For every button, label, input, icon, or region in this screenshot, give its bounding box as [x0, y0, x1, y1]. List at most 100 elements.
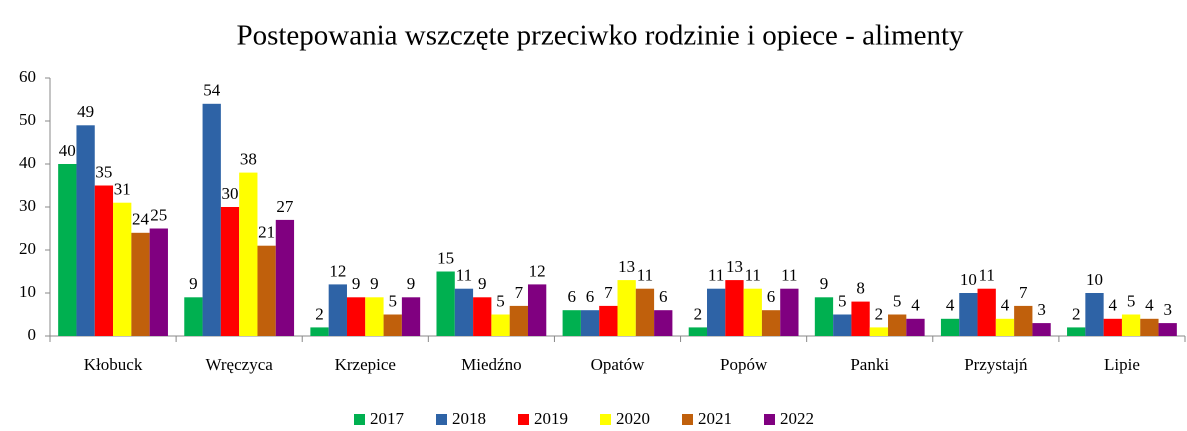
- bar: [780, 288, 799, 336]
- legend-label: 2021: [698, 409, 732, 428]
- data-label: 54: [203, 81, 221, 100]
- legend-label: 2018: [452, 409, 486, 428]
- legend-label: 2022: [780, 409, 814, 428]
- data-label: 40: [59, 141, 76, 160]
- bar: [617, 280, 636, 336]
- data-label: 4: [1001, 296, 1010, 315]
- x-tick-label: Opatów: [591, 355, 646, 374]
- data-label: 9: [370, 274, 379, 293]
- bar: [365, 297, 384, 336]
- data-label: 30: [222, 184, 239, 203]
- chart-title: Postepowania wszczęte przeciwko rodzinie…: [236, 20, 964, 52]
- bar: [1158, 323, 1177, 336]
- bar: [1121, 314, 1141, 336]
- bar: [527, 284, 547, 336]
- bar: [328, 284, 347, 336]
- bar: [346, 297, 366, 336]
- data-label: 15: [437, 248, 454, 267]
- x-tick-label: Popów: [720, 355, 768, 374]
- bar: [257, 245, 276, 336]
- bar: [562, 310, 581, 336]
- bar: [58, 164, 77, 336]
- x-tick-label: Lipie: [1104, 355, 1140, 374]
- legend-label: 2019: [534, 409, 568, 428]
- y-tick-label: 20: [19, 239, 36, 258]
- data-label: 11: [456, 266, 472, 285]
- bar: [743, 288, 762, 336]
- data-label: 38: [240, 150, 257, 169]
- data-label: 27: [276, 197, 294, 216]
- y-tick-label: 0: [28, 325, 37, 344]
- bar: [436, 271, 455, 336]
- y-tick-label: 40: [19, 153, 36, 172]
- data-label: 2: [694, 304, 703, 323]
- data-label: 13: [726, 257, 743, 276]
- data-label: 6: [659, 287, 668, 306]
- data-label: 21: [258, 223, 275, 242]
- bar: [473, 297, 492, 336]
- data-label: 6: [568, 287, 577, 306]
- data-label: 3: [1037, 300, 1046, 319]
- bar: [310, 327, 329, 336]
- y-tick-label: 30: [19, 196, 36, 215]
- legend-swatch: [764, 414, 775, 425]
- bar: [383, 314, 402, 336]
- bar: [725, 280, 744, 336]
- bar: [851, 301, 870, 336]
- legend-swatch: [436, 414, 447, 425]
- bar: [761, 310, 781, 336]
- y-tick-label: 50: [19, 110, 36, 129]
- x-tick-label: Panki: [850, 355, 889, 374]
- bar: [149, 228, 168, 336]
- data-label: 5: [838, 291, 847, 310]
- data-label: 6: [767, 287, 776, 306]
- data-label: 7: [604, 283, 613, 302]
- bar: [76, 125, 95, 336]
- data-label: 13: [618, 257, 635, 276]
- bar: [1032, 323, 1051, 336]
- bar: [869, 327, 889, 336]
- legend-swatch: [682, 414, 693, 425]
- bar: [454, 288, 474, 336]
- x-tick-label: Kłobuck: [84, 355, 143, 374]
- legend-swatch: [354, 414, 365, 425]
- data-label: 7: [1019, 283, 1028, 302]
- x-tick-label: Przystajń: [964, 355, 1028, 374]
- data-label: 5: [388, 291, 397, 310]
- bar: [491, 314, 510, 336]
- data-label: 12: [529, 261, 546, 280]
- data-label: 49: [77, 102, 94, 121]
- data-label: 4: [946, 296, 955, 315]
- bar: [275, 219, 295, 336]
- data-label: 8: [856, 279, 865, 298]
- data-label: 25: [150, 205, 167, 224]
- data-label: 9: [189, 274, 198, 293]
- data-label: 3: [1163, 300, 1172, 319]
- bar: [959, 293, 978, 336]
- bar: [131, 232, 150, 336]
- legend-swatch: [518, 414, 529, 425]
- data-label: 11: [637, 266, 653, 285]
- data-label: 9: [352, 274, 361, 293]
- legend-label: 2020: [616, 409, 650, 428]
- data-label: 11: [781, 266, 797, 285]
- data-label: 35: [95, 162, 112, 181]
- x-tick-label: Wręczyca: [206, 355, 274, 374]
- bar: [509, 305, 528, 336]
- bar: [833, 314, 852, 336]
- data-label: 5: [893, 291, 902, 310]
- data-label: 5: [1127, 291, 1136, 310]
- bar: [599, 305, 618, 336]
- bar: [1103, 318, 1122, 336]
- x-tick-label: Krzepice: [335, 355, 396, 374]
- data-label: 10: [960, 270, 977, 289]
- bar: [202, 103, 221, 336]
- data-label: 11: [745, 266, 761, 285]
- y-tick-label: 10: [19, 282, 36, 301]
- data-label: 9: [478, 274, 487, 293]
- bar: [977, 288, 996, 336]
- data-label: 9: [407, 274, 416, 293]
- data-label: 6: [586, 287, 595, 306]
- bar: [814, 297, 834, 336]
